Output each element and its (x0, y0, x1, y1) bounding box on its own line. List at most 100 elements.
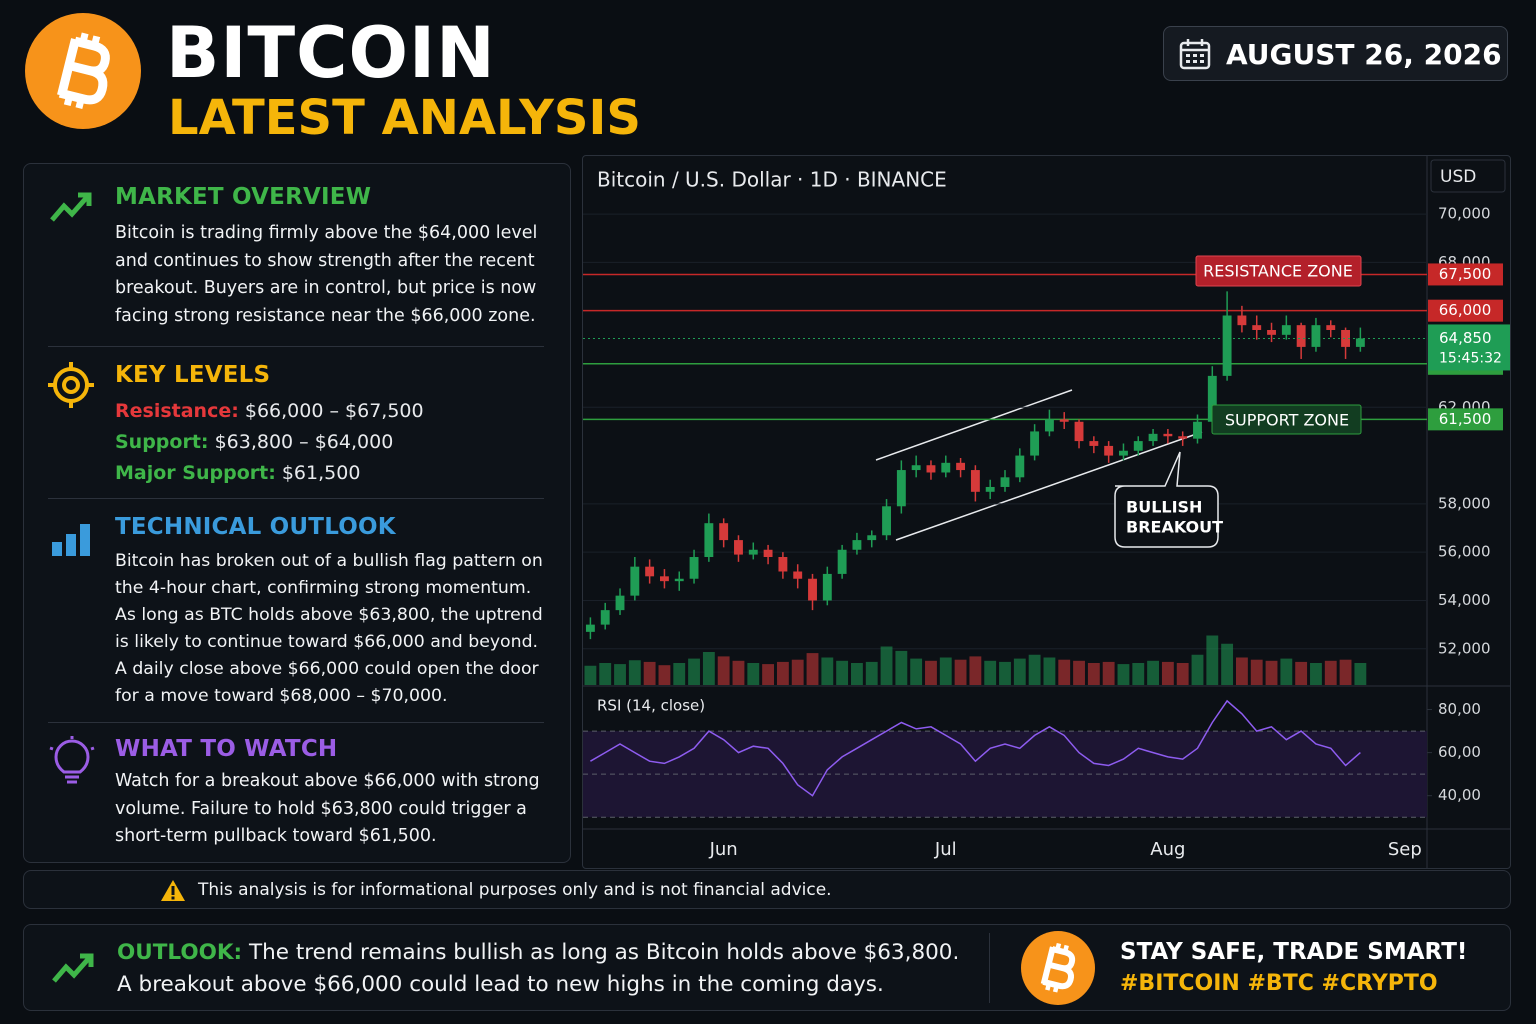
key-level: Support: $63,800 – $64,000 (115, 427, 424, 458)
bitcoin-logo (25, 13, 141, 129)
chart-layer: 70,00068,00062,00058,00056,00054,00052,0… (583, 205, 1510, 860)
volume-bar (762, 664, 775, 685)
candle-body (1341, 329, 1351, 347)
resistance-label: RESISTANCE ZONE (1203, 262, 1353, 281)
candle-body (734, 540, 743, 555)
candle-body (1237, 315, 1247, 326)
divider (48, 346, 544, 347)
volume-bar (1235, 657, 1248, 685)
volume-bar (1117, 664, 1130, 685)
volume-bar (1087, 663, 1100, 685)
volume-bar (821, 657, 834, 685)
calendar-icon (1179, 39, 1211, 70)
volume-bar (614, 664, 626, 685)
volume-bar (1161, 661, 1174, 685)
volume-bar (910, 658, 923, 685)
footer: OUTLOOK: The trend remains bullish as lo… (23, 924, 1511, 1011)
candle-body (793, 571, 803, 579)
volume-bar (1102, 661, 1115, 685)
section-text: Bitcoin is trading firmly above the $64,… (115, 223, 538, 326)
page-subtitle: LATEST ANALYSIS (168, 90, 641, 146)
volume-bar (688, 658, 700, 685)
candle-body (985, 486, 995, 492)
volume-bar (776, 661, 789, 685)
candle-body (1355, 338, 1365, 347)
candle-body (867, 535, 877, 541)
bars-icon (52, 524, 90, 556)
target-icon (48, 362, 94, 408)
candle-body (1104, 445, 1114, 456)
disclaimer-bar: This analysis is for informational purpo… (23, 870, 1511, 909)
section-text: Bitcoin has broken out of a bullish flag… (115, 551, 543, 706)
key-level-label: Resistance: (115, 400, 239, 422)
x-tick-label: Jul (934, 839, 957, 860)
breakout-callout (1114, 451, 1219, 548)
volume-bar (1176, 663, 1189, 685)
trend-icon (50, 192, 92, 222)
candle-body (1059, 419, 1069, 422)
candle-body (852, 540, 862, 550)
y-tick-label: 56,000 (1438, 543, 1491, 561)
volume-bar (1058, 659, 1071, 685)
section-title: KEY LEVELS (115, 362, 271, 388)
volume-bar (584, 665, 597, 685)
volume-bar (1250, 659, 1263, 685)
volume-bar (1028, 654, 1041, 685)
volume-bar (1073, 660, 1085, 685)
y-tick-label: 54,000 (1438, 591, 1491, 609)
candle-body (1296, 325, 1306, 347)
key-level-label: Major Support: (115, 462, 276, 484)
bulb-icon (49, 736, 95, 784)
outlook-label: OUTLOOK: (117, 940, 243, 965)
volume-bar (1043, 657, 1056, 685)
volume-bar (1280, 658, 1293, 685)
trend-icon (52, 953, 94, 983)
key-level-value: $66,000 – $67,500 (244, 400, 424, 422)
currency-box (1430, 159, 1506, 193)
volume-bar (643, 661, 656, 685)
candle-body (689, 557, 699, 579)
key-level-label: Support: (115, 431, 209, 453)
y-tick-label: 70,000 (1438, 205, 1491, 223)
volume-bar (1206, 635, 1219, 685)
candle-body (911, 465, 921, 471)
volume-bar (1295, 661, 1308, 685)
candle-body (822, 573, 832, 601)
volume-bar (851, 663, 863, 685)
volume-bar (969, 656, 982, 685)
x-tick-label: Aug (1150, 839, 1185, 860)
last-price: 64,850 (1439, 329, 1492, 347)
volume-bar (999, 661, 1011, 685)
volume-bar (1132, 663, 1145, 685)
resistance-box (1195, 255, 1362, 287)
candle-body (615, 595, 625, 611)
volume-bar (984, 660, 997, 685)
volume-bar (1339, 659, 1352, 685)
candle-body (645, 566, 655, 577)
volume-bar (925, 660, 937, 685)
slogan: STAY SAFE, TRADE SMART! (1120, 939, 1468, 965)
disclaimer: This analysis is for informational purpo… (198, 880, 832, 900)
volume-bar (717, 656, 730, 685)
countdown: 15:45:32 (1439, 350, 1502, 366)
page-title: BITCOIN (166, 12, 496, 94)
level-label: 61,500 (1439, 410, 1492, 428)
candle-body (1281, 325, 1291, 335)
level-badge (1428, 408, 1503, 431)
candle-body (1148, 433, 1158, 442)
y-tick-label: 52,000 (1438, 639, 1491, 657)
key-level-value: $61,500 (281, 462, 361, 484)
candle-body (1119, 450, 1128, 456)
key-level: Resistance: $66,000 – $67,500 (115, 396, 424, 427)
outlook: OUTLOOK: The trend remains bullish as lo… (117, 937, 977, 1001)
volume-bar (1147, 660, 1159, 685)
volume-bar (1324, 660, 1337, 685)
currency: USD (1440, 167, 1476, 187)
candle-body (1030, 431, 1040, 456)
candle-body (719, 523, 729, 541)
volume-bar (865, 661, 878, 685)
candle-body (1178, 436, 1188, 439)
volume-bar (1013, 658, 1026, 685)
candle-body (1015, 455, 1025, 478)
volume-bar (732, 660, 745, 685)
